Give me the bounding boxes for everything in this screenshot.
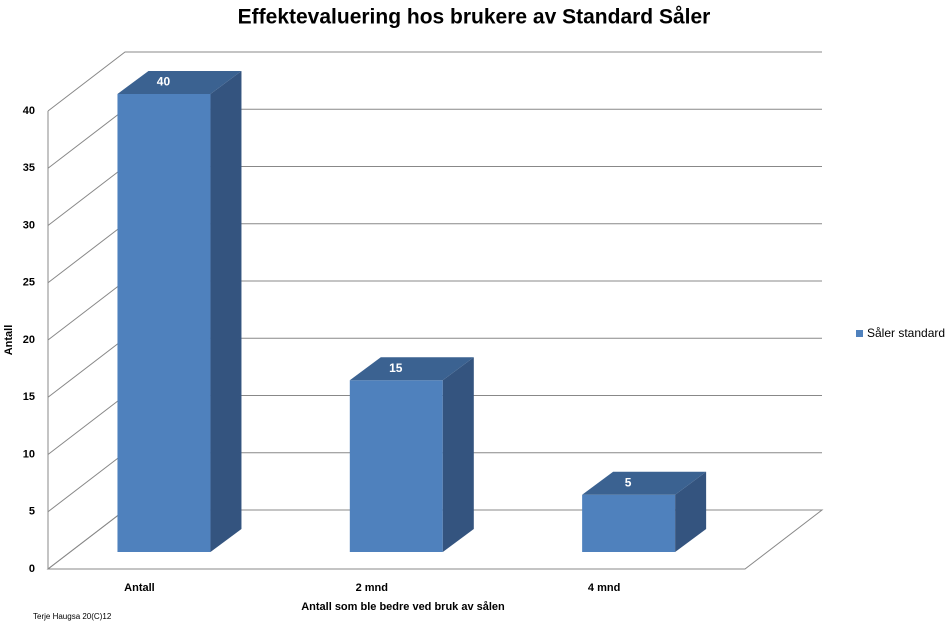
x-tick-label: 4 mnd [588,582,620,594]
x-tick-label: Antall [124,582,155,594]
legend-swatch [856,330,863,337]
x-axis-title: Antall som ble bedre ved bruk av sålen [301,601,505,613]
y-tick-label: 0 [29,563,35,575]
x-tick-label: 2 mnd [356,582,388,594]
bar-front [582,494,676,552]
y-tick-label: 30 [23,219,35,231]
bar-side [675,471,707,552]
y-tick-label: 35 [23,162,35,174]
y-tick-label: 25 [23,277,35,289]
footnote: Terje Haugsa 20(C)12 [33,612,112,621]
bar-front [117,94,211,552]
y-tick-label: 20 [23,334,35,346]
legend-label: Såler standard [867,326,945,340]
y-axis-title: Antall [3,325,15,356]
data-label: 40 [157,75,171,89]
chart-title: Effektevaluering hos brukere av Standard… [238,6,711,29]
y-tick-label: 10 [23,448,35,460]
bar-top [349,357,474,381]
y-tick-label: 40 [23,105,35,117]
y-tick-label: 5 [29,506,35,518]
bar-top [117,71,242,94]
grid-line [47,51,822,112]
bar-side [210,71,242,552]
bar-top [582,471,707,495]
bar-side [442,357,474,552]
bar-front [349,380,443,552]
data-label: 5 [625,475,632,489]
data-label: 15 [389,361,403,375]
y-tick-label: 15 [23,391,35,403]
